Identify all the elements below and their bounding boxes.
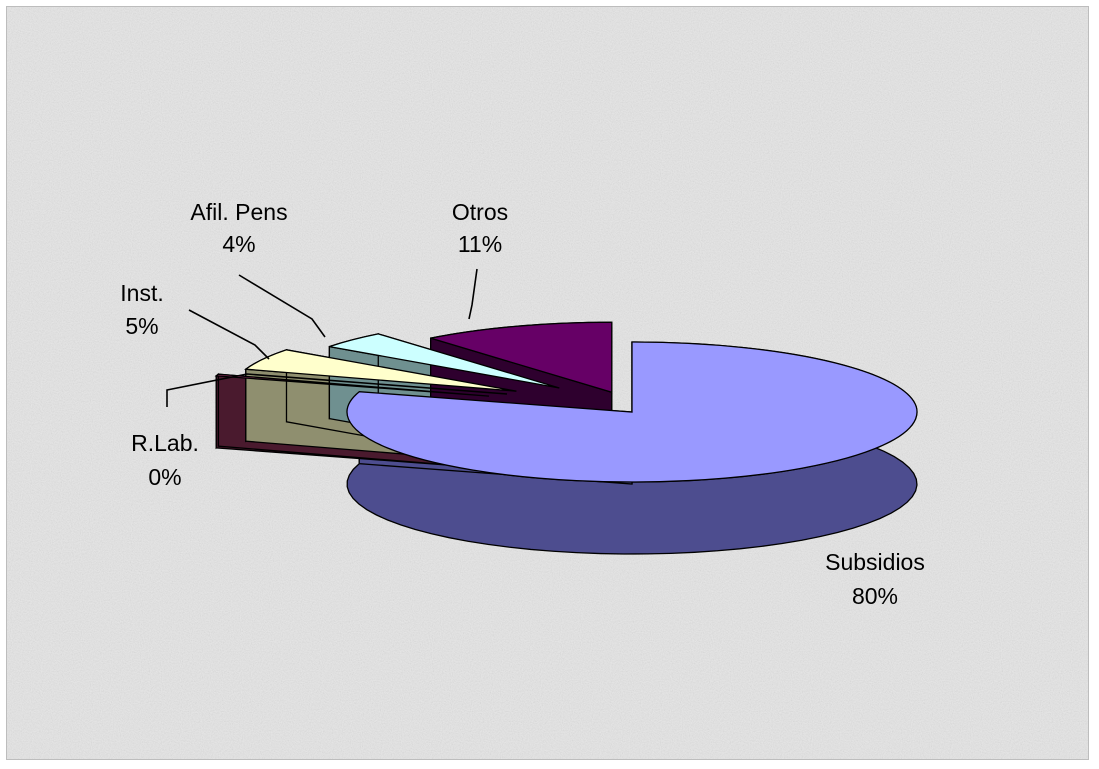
slice-percent-afil-pens: 4%	[222, 231, 255, 257]
pie-slice-inst	[244, 349, 517, 392]
leader-line-afil-pens	[238, 274, 326, 338]
leader-lines	[166, 268, 508, 407]
pie-slice-subsidios	[346, 341, 918, 483]
chart-area: Otros 11% Afil. Pens 4% Inst. 5% R.Lab. …	[6, 6, 1089, 760]
slice-label-inst: Inst.	[120, 280, 163, 306]
pie-slice-otros	[430, 321, 613, 394]
slice-label-rlab: R.Lab.	[131, 430, 199, 456]
slice-label-otros: Otros	[452, 199, 508, 225]
slice-percent-subsidios: 80%	[852, 583, 898, 609]
slice-percent-otros: 11%	[458, 231, 502, 257]
slice-percent-rlab: 0%	[148, 464, 181, 490]
leader-line-rlab	[166, 373, 508, 407]
slice-percent-inst: 5%	[125, 313, 158, 339]
pie-slice-r-lab	[214, 373, 490, 397]
data-labels: Otros 11% Afil. Pens 4% Inst. 5% R.Lab. …	[120, 199, 925, 609]
pie-slices	[214, 321, 918, 555]
pie-chart: Otros 11% Afil. Pens 4% Inst. 5% R.Lab. …	[7, 7, 1088, 759]
pie-slice-afil-pens	[329, 333, 560, 389]
leader-line-inst	[188, 309, 270, 360]
slice-label-afil-pens: Afil. Pens	[190, 199, 287, 225]
slice-label-subsidios: Subsidios	[825, 549, 925, 575]
leader-line-otros	[468, 268, 478, 320]
